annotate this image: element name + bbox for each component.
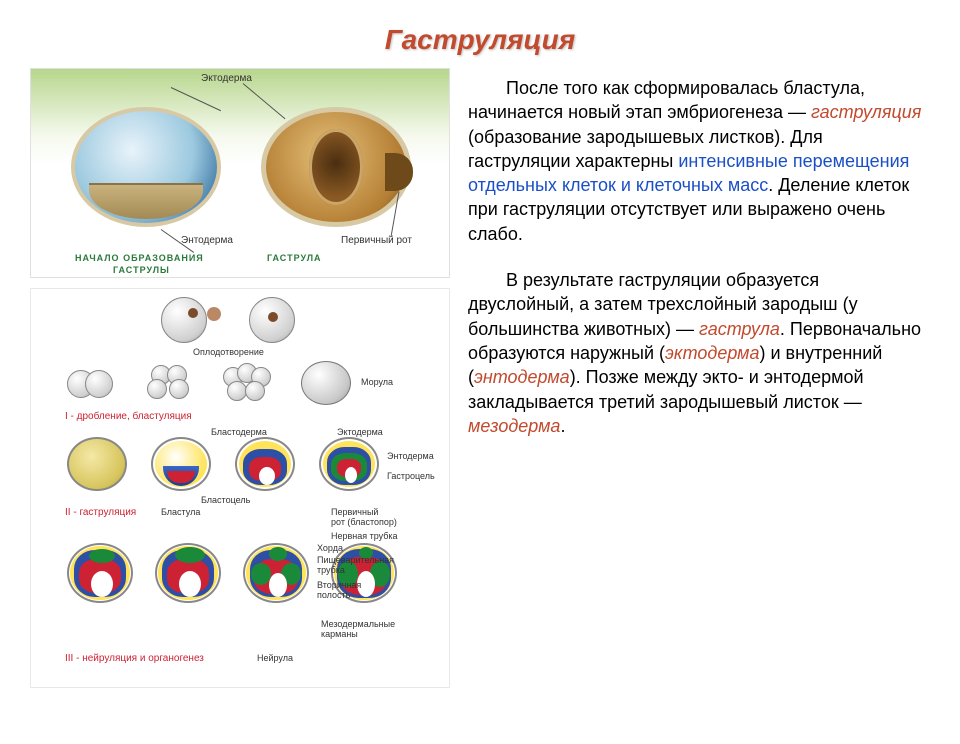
- text: .: [560, 416, 565, 436]
- stage-1-label: I - дробление, бластуляция: [65, 411, 192, 422]
- bottom-diagram: Оплодотворение Морула I - дробле: [30, 288, 450, 688]
- cell-icon: [245, 381, 265, 401]
- left-column: Эктодерма Энтодерма Первичный рот НАЧАЛО…: [30, 68, 450, 688]
- content-area: Эктодерма Энтодерма Первичный рот НАЧАЛО…: [0, 68, 960, 708]
- neurula-label: Нейрула: [257, 653, 293, 663]
- endoderm-label: Энтодерма: [181, 235, 233, 246]
- mesopockets-label-1: Мезодермальные: [321, 619, 395, 629]
- cell-icon: [227, 381, 247, 401]
- paragraph-1: После того как сформировалась бластула, …: [468, 76, 930, 246]
- gastrula-early: [151, 437, 211, 491]
- stage-3-label: III - нейруляция и органогенез: [65, 653, 204, 664]
- ectoderm-label: Эктодерма: [201, 73, 252, 84]
- blastocoel-label: Бластоцель: [201, 495, 250, 505]
- ectoderm-label-2: Эктодерма: [337, 427, 383, 437]
- neurula-2: [155, 543, 221, 603]
- layer-icon: [269, 573, 287, 597]
- cell-icon: [169, 379, 189, 399]
- text: После того как сформировалась бластула, …: [468, 78, 865, 122]
- page-title: Гаструляция: [0, 24, 960, 56]
- endoderm-label-2: Энтодерма: [387, 451, 434, 461]
- right-column: После того как сформировалась бластула, …: [468, 68, 940, 688]
- primary-mouth-2: рот (бластопор): [331, 517, 397, 527]
- chord-label: Хорда: [317, 543, 343, 553]
- gastrula-shape: [261, 107, 411, 227]
- gastrula-start-shape: [71, 107, 221, 227]
- cell-icon: [85, 370, 113, 398]
- term-gastrulation: гаструляция: [811, 102, 921, 122]
- neural-tube-label: Нервная трубка: [331, 531, 398, 541]
- layer-icon: [259, 467, 275, 485]
- neurula-3: [243, 543, 309, 603]
- cell-icon: [147, 379, 167, 399]
- stage-2-label: II - гаструляция: [65, 507, 136, 518]
- blastoderm-label: Бластодерма: [211, 427, 267, 437]
- mesopockets-label-2: карманы: [321, 629, 358, 639]
- term-endoderm: энтодерма: [474, 367, 570, 387]
- sperm-icon: [207, 307, 221, 321]
- top-diagram: Эктодерма Энтодерма Первичный рот НАЧАЛО…: [30, 68, 450, 278]
- digestive-label-1: Пищеварительная: [317, 555, 394, 565]
- layer-icon: [89, 549, 115, 563]
- layer-icon: [345, 467, 357, 483]
- blastula: [67, 437, 127, 491]
- term-ectoderm: эктодерма: [665, 343, 759, 363]
- primary-mouth-shape: [385, 153, 413, 191]
- nucleus-icon: [188, 308, 198, 318]
- secondary-label-1: Вторичная: [317, 580, 361, 590]
- neurula-1: [67, 543, 133, 603]
- layer-icon: [91, 571, 113, 597]
- primary-mouth-label: Первичный рот: [341, 235, 412, 246]
- primary-mouth-1: Первичный: [331, 507, 378, 517]
- paragraph-2: В результате гаструляции образуется двус…: [468, 268, 930, 438]
- gastrula-cavity: [309, 129, 363, 205]
- zygote-cell: [249, 297, 295, 343]
- gastrula-mid: [235, 437, 295, 491]
- term-gastrula: гаструла: [699, 319, 780, 339]
- nucleus-icon: [268, 312, 278, 322]
- layer-icon: [175, 547, 205, 563]
- secondary-label-2: полость: [317, 590, 350, 600]
- layer-icon: [251, 563, 271, 585]
- caption-left-2: ГАСТРУЛЫ: [113, 265, 170, 275]
- digestive-label-2: трубка: [317, 565, 345, 575]
- egg-cell: [161, 297, 207, 343]
- gastrula-late: [319, 437, 379, 491]
- caption-left-1: НАЧАЛО ОБРАЗОВАНИЯ: [75, 253, 204, 263]
- caption-right: ГАСТРУЛА: [267, 253, 322, 263]
- blastula-label: Бластула: [161, 507, 200, 517]
- morula-label: Морула: [361, 377, 393, 387]
- morula: [301, 361, 351, 405]
- layer-icon: [269, 547, 287, 561]
- gastrocoel-label: Гастроцель: [387, 471, 435, 481]
- term-mesoderm: мезодерма: [468, 416, 560, 436]
- fertilization-label: Оплодотворение: [193, 347, 264, 357]
- layer-icon: [179, 571, 201, 597]
